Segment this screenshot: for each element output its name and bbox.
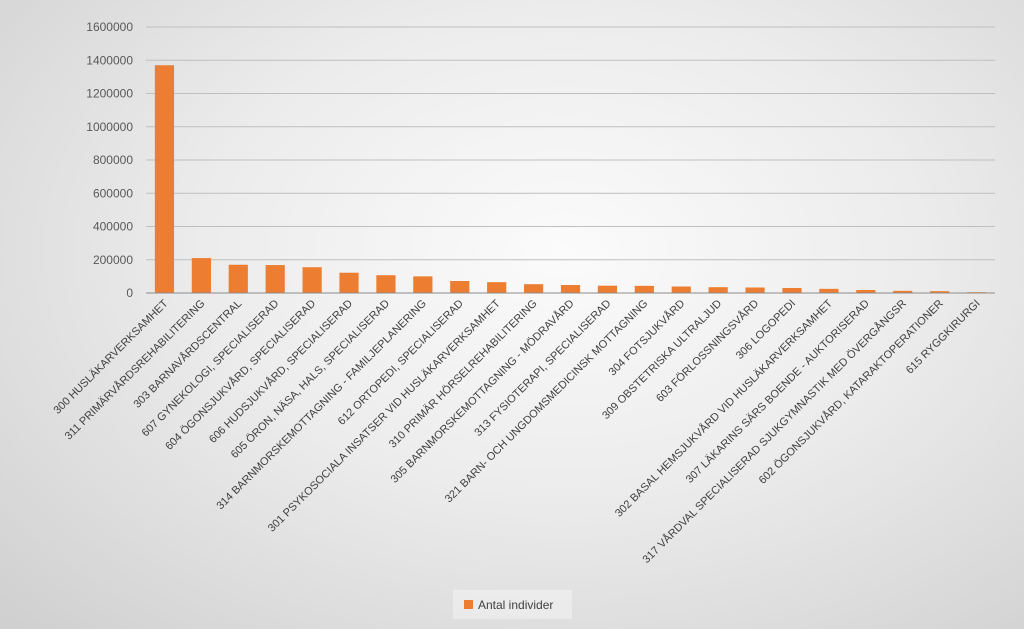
bar bbox=[376, 275, 396, 293]
bar bbox=[413, 276, 433, 293]
bar bbox=[191, 258, 211, 293]
bar bbox=[302, 267, 322, 293]
bar bbox=[671, 286, 691, 293]
legend-swatch bbox=[464, 600, 473, 609]
y-tick-label: 1600000 bbox=[86, 20, 133, 34]
bar bbox=[745, 287, 765, 293]
bar bbox=[893, 290, 913, 293]
y-tick-label: 400000 bbox=[93, 220, 133, 234]
bar bbox=[523, 284, 544, 293]
bar bbox=[487, 282, 507, 293]
bar bbox=[708, 287, 728, 293]
y-tick-label: 1200000 bbox=[86, 87, 133, 101]
bar bbox=[819, 288, 839, 293]
x-tick-label: 607 GYNEKOLOGI, SPECIALISERAD bbox=[140, 298, 282, 440]
bar bbox=[228, 264, 248, 293]
x-tick-label: 313 FYSIOTERAPI, SPECIALISERAD bbox=[472, 298, 613, 439]
bar bbox=[597, 285, 618, 293]
y-tick-label: 800000 bbox=[93, 153, 133, 167]
bars bbox=[154, 65, 987, 293]
y-tick-label: 1000000 bbox=[86, 120, 133, 134]
y-tick-label: 1400000 bbox=[86, 53, 133, 67]
y-tick-label: 200000 bbox=[93, 253, 133, 267]
bar bbox=[634, 285, 654, 293]
legend: Antal individer bbox=[453, 590, 572, 619]
bar bbox=[930, 291, 950, 293]
bar bbox=[450, 281, 470, 293]
bar bbox=[856, 290, 876, 293]
x-tick-label: 615 RYGGKIRURGI bbox=[904, 298, 983, 377]
y-tick-label: 0 bbox=[126, 286, 133, 300]
y-axis: 0 200000 400000 600000 800000 1000000 1200000 1… bbox=[86, 20, 133, 300]
bar bbox=[560, 285, 581, 293]
gridlines bbox=[146, 26, 995, 261]
bar bbox=[782, 288, 802, 293]
bar bbox=[154, 65, 175, 293]
legend-label: Antal individer bbox=[478, 598, 553, 612]
y-tick-label: 600000 bbox=[93, 186, 133, 200]
bar bbox=[265, 265, 285, 293]
bar bbox=[339, 272, 359, 293]
